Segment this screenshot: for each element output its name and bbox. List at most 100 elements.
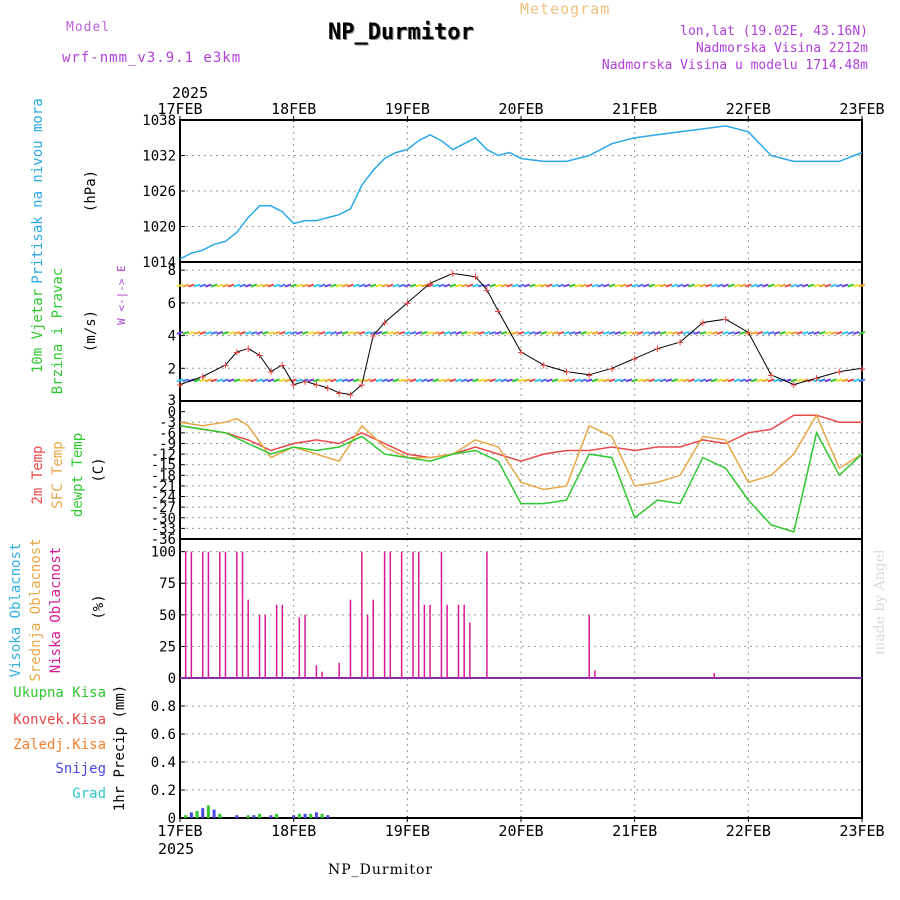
wind-barb [477, 331, 485, 335]
y-tick-label: 0.2 [151, 783, 176, 799]
wind-barb [762, 378, 769, 383]
wind-barb [580, 378, 587, 383]
wind-barb [386, 283, 394, 288]
wind-barb [767, 331, 775, 335]
wind-speed-marker: + [483, 283, 490, 297]
temp-sfc-line [179, 413, 863, 491]
wind-barb [432, 283, 440, 288]
wind-barb [335, 378, 343, 383]
wind-barb [540, 331, 548, 335]
wind-barb [853, 283, 860, 288]
wind-barb [199, 283, 207, 288]
wind-barb [659, 283, 667, 288]
wind-barb [347, 331, 354, 335]
wind-barb [438, 331, 445, 335]
wind-barb [210, 283, 218, 288]
wind-barb [244, 283, 252, 288]
wind-barb [284, 283, 292, 288]
x-tick-label-bottom: 17FEB [157, 822, 202, 840]
temp-2m-line [179, 414, 862, 462]
wind-barb [790, 378, 798, 383]
wind-barb [688, 283, 695, 288]
wind-barb [421, 283, 428, 288]
wind-axis-title-2: Brzina i Pravac [50, 268, 66, 394]
wind-barb [722, 378, 729, 383]
wind-barb [796, 331, 803, 335]
year-label-bottom: 2025 [158, 840, 194, 858]
wind-barb [546, 283, 553, 288]
wind-barb [438, 283, 445, 288]
y-tick-label: 1014 [142, 255, 176, 271]
temp-unit: (C) [91, 457, 107, 482]
x-tick-label-top: 18FEB [271, 100, 316, 118]
product-title: Meteogram [520, 0, 611, 18]
precip-bar [246, 815, 250, 818]
wind-barb [284, 378, 292, 383]
wind-barb [739, 378, 746, 383]
wind-barb [364, 331, 371, 335]
precip-legend-item: Snijeg [55, 761, 106, 777]
y-tick-label: 0 [168, 671, 176, 687]
wind-barb [233, 331, 241, 335]
y-tick-label: 2 [168, 361, 176, 377]
wind-barb [182, 283, 189, 288]
precip-legend-item: Konvek.Kisa [13, 712, 106, 728]
wind-barb [375, 283, 383, 288]
wind-barb [739, 283, 746, 288]
wind-barb [199, 378, 207, 383]
wind-barb [733, 378, 741, 383]
wind-barb [347, 283, 354, 288]
wind-barb [659, 331, 667, 335]
wind-barb [466, 331, 474, 335]
wind-barb [813, 331, 820, 335]
wind-barb [801, 378, 809, 383]
wind-barb [767, 378, 775, 383]
wind-barb [307, 331, 315, 335]
wind-barb [261, 283, 269, 288]
precip-bar [314, 812, 318, 818]
wind-barb [341, 378, 349, 383]
wind-barb [574, 283, 582, 288]
pressure-axis-title: Pritisak na nivou mora [30, 98, 46, 283]
wind-barb [472, 283, 479, 288]
y-tick-label: 3 [168, 393, 176, 409]
wind-barb [619, 378, 627, 383]
wind-barb [512, 331, 519, 335]
wind-barb [193, 283, 201, 288]
y-tick-label: -18 [151, 468, 176, 484]
footer-station: NP_Durmitor [328, 862, 434, 878]
wind-barb [665, 331, 673, 335]
wind-speed-marker: + [347, 387, 354, 401]
pressure-unit: (hPa) [83, 170, 99, 212]
wind-barb [591, 283, 599, 288]
wind-barb [352, 331, 360, 335]
wind-barb [631, 331, 638, 335]
y-tick-label: -30 [151, 511, 176, 527]
wind-barb [506, 378, 513, 383]
wind-barb [835, 331, 843, 335]
wind-speed-marker: + [631, 351, 638, 365]
wind-barb [261, 331, 269, 335]
wind-speed-marker: + [233, 345, 240, 359]
wind-barb [546, 331, 553, 335]
wind-barb [659, 378, 667, 383]
wind-barb [637, 283, 644, 288]
wind-barb [688, 378, 695, 383]
wind-barb [614, 378, 621, 383]
wind-barb [426, 331, 434, 335]
wind-barb [432, 378, 440, 383]
wind-speed-marker: + [381, 316, 388, 330]
wind-barb [710, 331, 718, 335]
wind-axis-title-1: 10m Vjetar [30, 289, 46, 373]
wind-speed-marker: + [699, 316, 706, 330]
wind-barb [335, 283, 343, 288]
wind-barb [443, 331, 451, 335]
wind-barb [460, 283, 468, 288]
wind-barb [818, 331, 826, 335]
wind-barb [278, 283, 286, 288]
wind-barb [568, 283, 576, 288]
wind-barb [585, 378, 593, 383]
y-tick-label: 6 [168, 296, 176, 312]
wind-barb [426, 283, 434, 288]
wind-barb [301, 331, 309, 335]
